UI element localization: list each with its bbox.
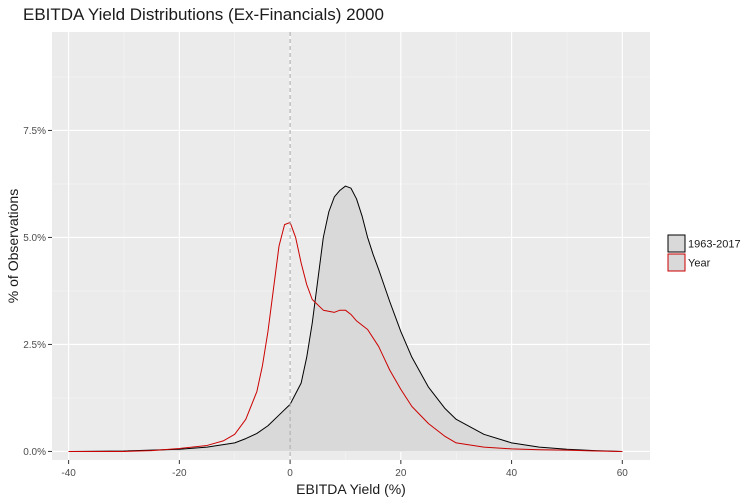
chart-title: EBITDA Yield Distributions (Ex-Financial… (23, 5, 384, 24)
series-layer (68, 185, 623, 452)
y-tick-label: 0.0% (23, 447, 46, 458)
y-axis: 0.0% 2.5% 5.0% 7.5% (23, 126, 52, 458)
legend-label-year: Year (688, 258, 711, 270)
legend-label-1963-2017: 1963-2017 (688, 239, 741, 251)
y-axis-title: % of Observations (5, 189, 21, 303)
series-line-year (68, 221, 623, 452)
x-tick-label: -40 (61, 468, 76, 479)
y-tick-label: 5.0% (23, 233, 46, 244)
x-axis: -40 -20 0 20 40 60 (61, 460, 628, 479)
legend-key-year (667, 253, 686, 272)
x-tick-label: 40 (506, 468, 518, 479)
series-line-1963-2017 (68, 185, 623, 452)
x-tick-label: 20 (395, 468, 407, 479)
x-tick-label: -20 (172, 468, 187, 479)
y-tick-label: 2.5% (23, 340, 46, 351)
legend: 1963-2017 Year (667, 234, 741, 272)
x-tick-label: 60 (617, 468, 629, 479)
series-area-1963-2017 (68, 186, 623, 452)
y-tick-label: 7.5% (23, 126, 46, 137)
x-axis-title: EBITDA Yield (%) (296, 481, 406, 497)
legend-key-1963-2017 (667, 234, 686, 253)
x-tick-label: 0 (287, 468, 293, 479)
